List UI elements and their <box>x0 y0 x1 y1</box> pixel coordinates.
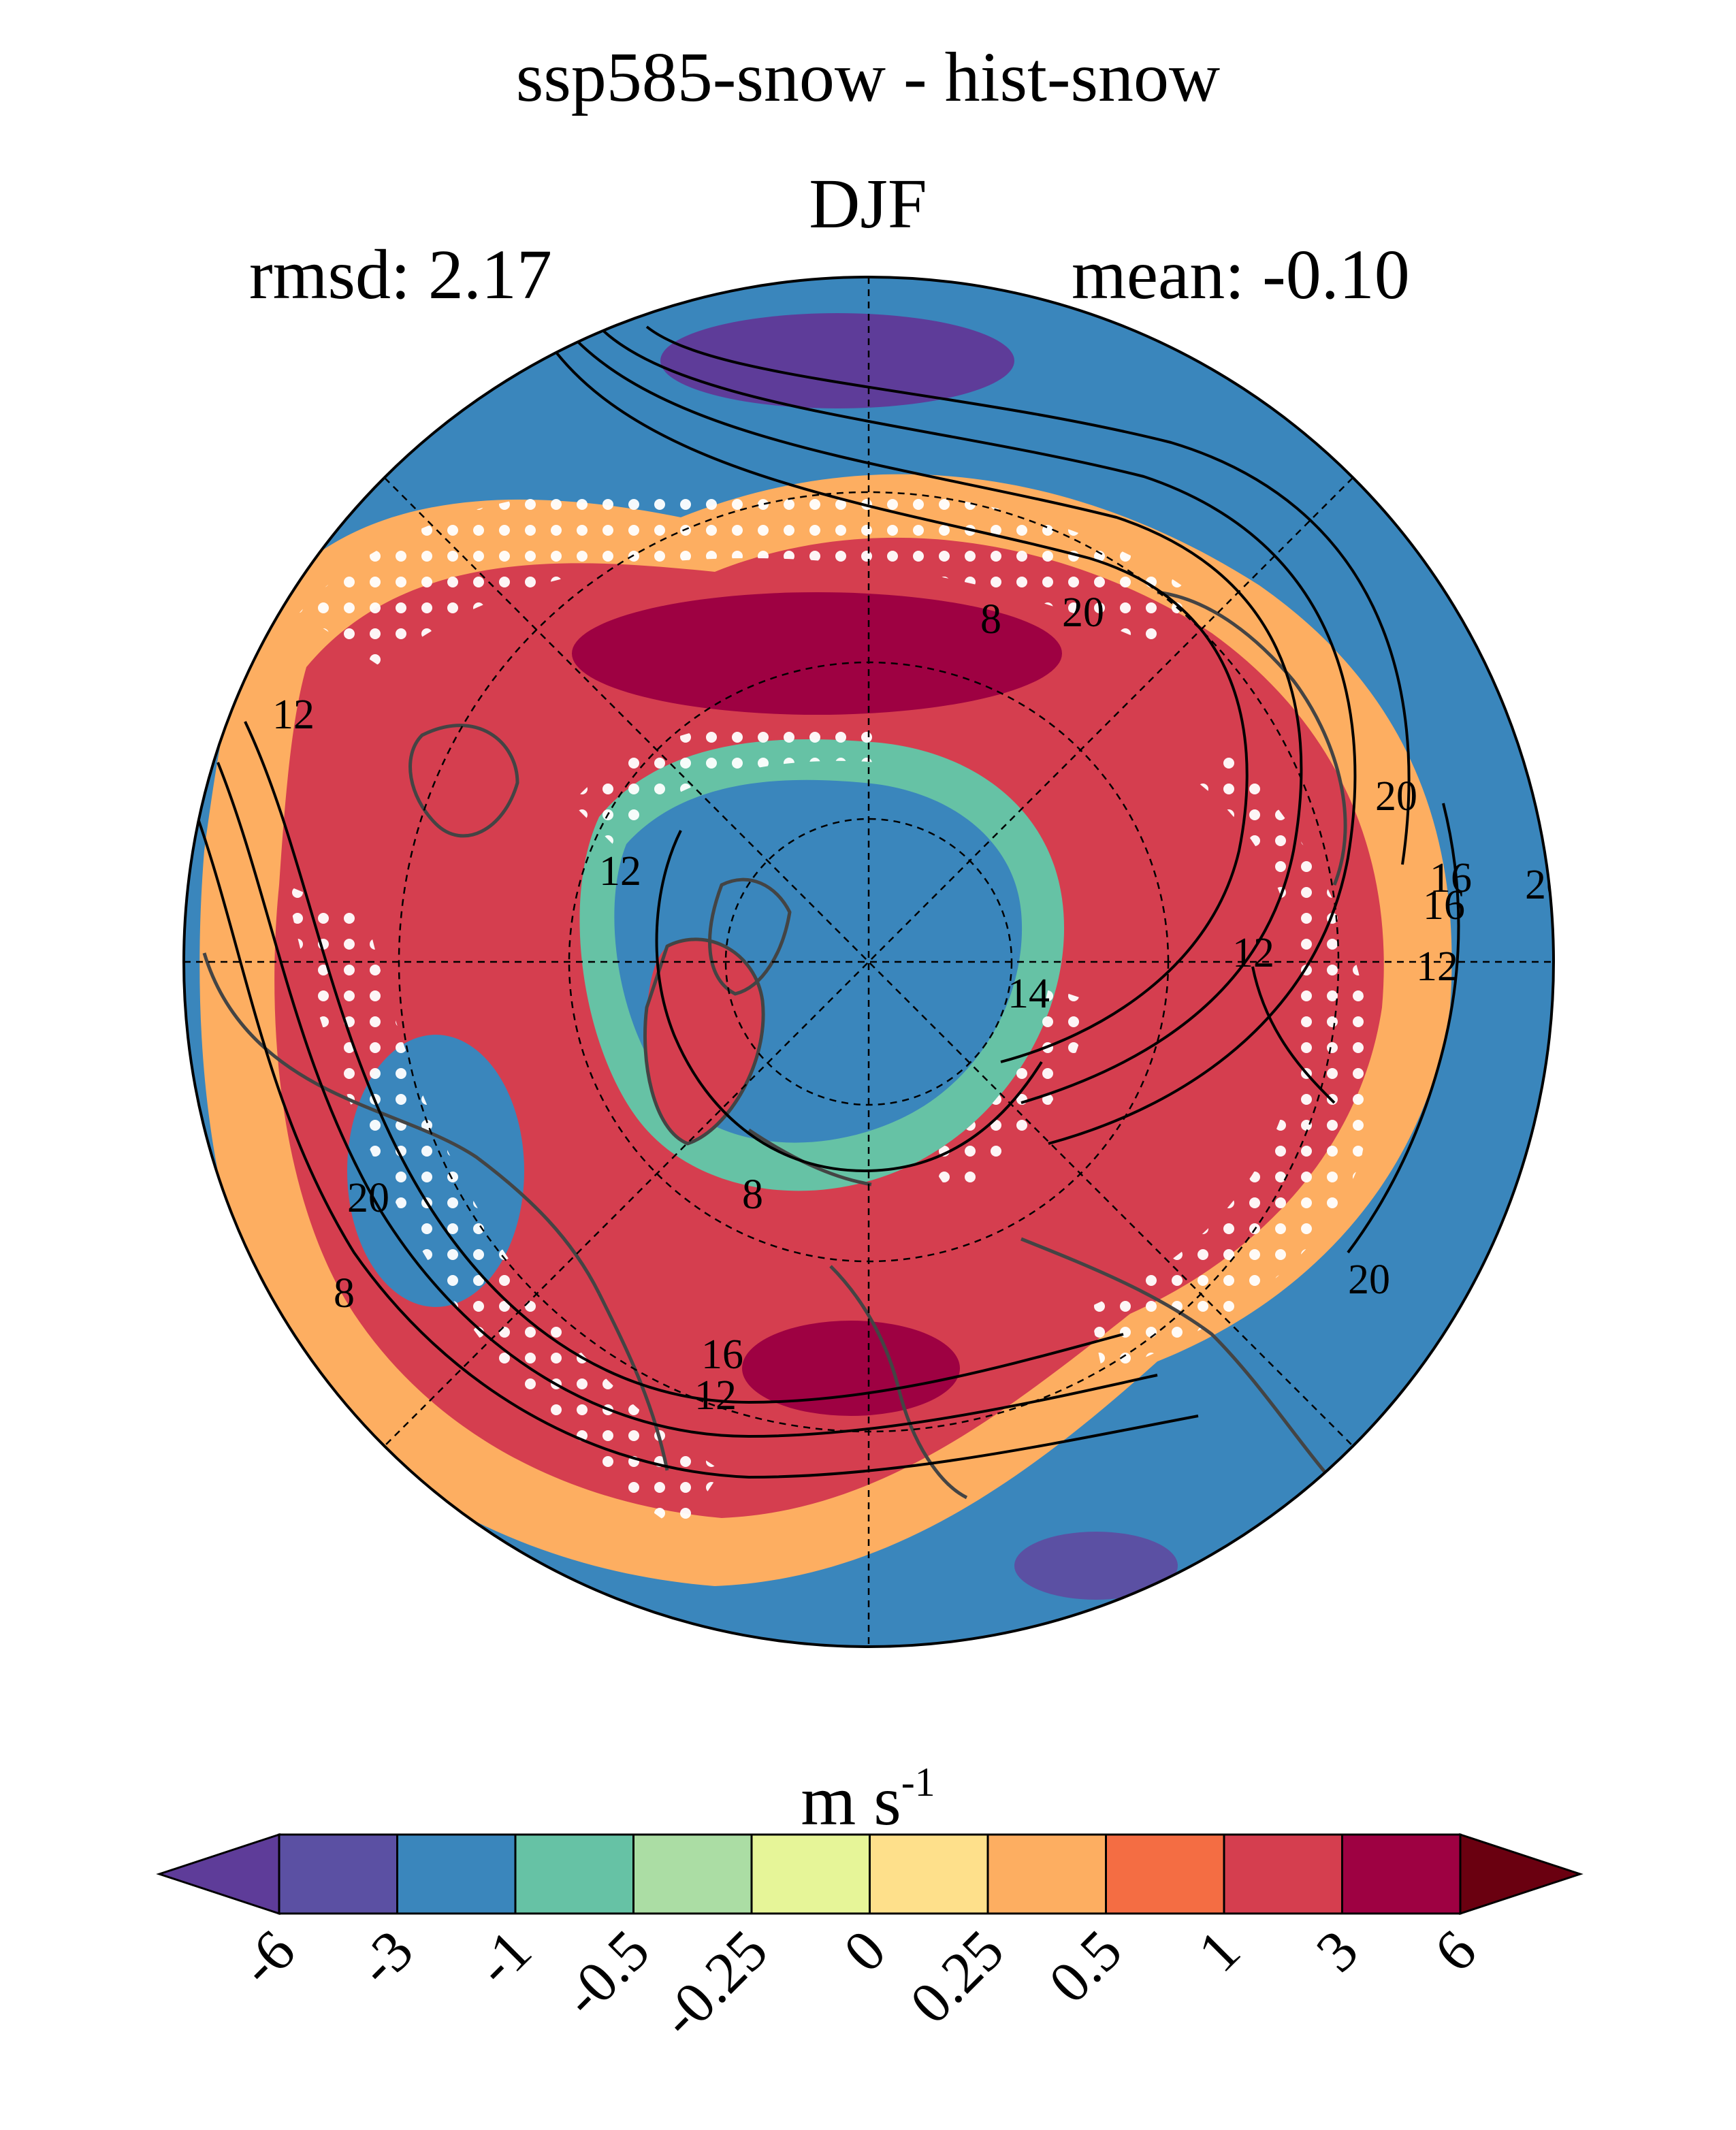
colorbar-tick-label: 3 <box>1304 1918 1370 1984</box>
colorbar-extend-high <box>1459 1833 1584 1916</box>
contour-label: 8 <box>742 1172 763 1218</box>
field-max-atlantic <box>742 1321 960 1416</box>
contour-labels: 20 8 12 12 16 12 20 12 14 16 20 20 8 20 … <box>272 590 1554 1419</box>
colorbar-bin <box>1105 1833 1225 1915</box>
season-label: DJF <box>809 165 927 243</box>
contour-label: 16 <box>701 1332 743 1378</box>
colorbar-unit-exponent: -1 <box>901 1760 935 1805</box>
field-min-south <box>1014 1532 1178 1600</box>
contour-label: 12 <box>272 692 315 738</box>
field-min-north <box>660 313 1014 408</box>
colorbar-bin <box>750 1833 871 1915</box>
plot-title: ssp585-snow - hist-snow <box>515 38 1221 116</box>
rmsd-label: rmsd: 2.17 <box>249 236 552 314</box>
colorbar-unit: m s-1 <box>801 1760 935 1840</box>
contour-label: 20 <box>347 1175 389 1221</box>
climatology-contours <box>196 312 1460 1479</box>
colorbar-bin <box>986 1833 1107 1915</box>
contour-label: 14 <box>1008 971 1050 1017</box>
contour-label: 20 <box>1348 1257 1390 1303</box>
colorbar-tick-label: 6 <box>1421 1918 1488 1984</box>
colorbar-tick-label: -1 <box>463 1918 544 1999</box>
colorbar-tick-label: -0.5 <box>550 1918 662 2029</box>
colorbar-tick-label: 0 <box>831 1918 898 1984</box>
graticule <box>184 277 1554 1647</box>
colorbar-bin <box>396 1833 517 1915</box>
contour-label: 8 <box>334 1270 355 1317</box>
colorbar-tick-label: -6 <box>227 1918 308 1999</box>
contour-label: 8 <box>980 596 1001 643</box>
colorbar-tick-label: 0.5 <box>1036 1918 1134 2016</box>
colorbar-bin <box>632 1833 753 1915</box>
mean-label: mean: -0.10 <box>1072 236 1410 314</box>
colorbar-tick-label: 1 <box>1185 1918 1252 1984</box>
contour-label: 16 <box>1423 882 1465 929</box>
field-blue-cell-center <box>749 1042 871 1137</box>
field-max-north-pacific <box>572 592 1062 715</box>
colorbar-bin <box>514 1833 634 1915</box>
colorbar-bin <box>869 1833 989 1915</box>
contour-label: 12 <box>599 848 641 894</box>
contour-label: 20 <box>1375 773 1417 820</box>
contour-label: 12 <box>694 1372 737 1419</box>
contour-label: 12 <box>1232 930 1274 976</box>
colorbar-tick-label: -0.25 <box>647 1918 780 2050</box>
colorbar-extend-low <box>156 1833 280 1916</box>
colorbar-tick-label: -3 <box>344 1918 425 1999</box>
significance-stippling <box>286 485 1371 1532</box>
colorbar-tick-label: 0.25 <box>897 1918 1016 2036</box>
field-greenland-red <box>645 939 764 1144</box>
colorbar-bin <box>1223 1833 1343 1915</box>
contour-label: 20 <box>1062 590 1104 636</box>
coastlines <box>202 590 1349 1500</box>
colorbar-bin <box>1341 1833 1462 1915</box>
colorbar: -6 -3 -1 -0.5-0.25 0 0.25 0.5 1 3 6 <box>156 1833 1584 2050</box>
colorbar-bin <box>278 1833 398 1915</box>
map-border <box>182 276 1555 1648</box>
contour-label: 12 <box>1416 943 1458 990</box>
contour-label: 16 <box>1430 855 1472 901</box>
